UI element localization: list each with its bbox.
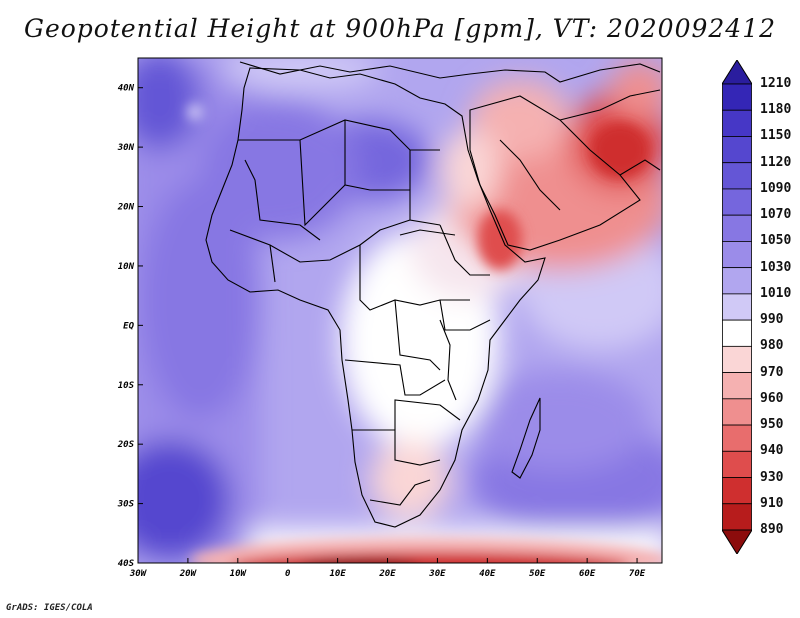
colorbar-label: 1180 — [760, 102, 792, 118]
colorbar-swatch — [722, 503, 752, 531]
colorbar-label: 890 — [760, 522, 784, 537]
colorbar-swatch — [722, 214, 752, 242]
lat-tick-label: EQ — [123, 321, 134, 331]
colorbar-min-arrow — [722, 529, 752, 554]
colorbar-swatch — [722, 267, 752, 295]
colorbar-label: 940 — [760, 443, 784, 459]
coastlines — [205, 61, 661, 528]
colorbar-swatch — [722, 293, 752, 321]
longitude-axis: 30W 20W 10W 0 10E 20E 30E 40E 50E 60E 70E — [129, 558, 646, 579]
lon-tick-label: 60E — [579, 569, 596, 579]
lat-tick-label: 30S — [117, 500, 135, 510]
lat-tick-label: 30N — [117, 143, 135, 153]
colorbar-label: 970 — [760, 364, 784, 380]
colorbar-label: 1030 — [760, 259, 792, 275]
grads-credit: GrADS: IGES/COLA — [6, 603, 93, 613]
colorbar — [722, 60, 752, 554]
colorbar-swatch — [722, 424, 752, 452]
colorbar-label: 1050 — [760, 233, 792, 249]
colorbar-swatch — [722, 319, 752, 347]
colorbar-swatch — [722, 345, 752, 373]
colorbar-label: 990 — [760, 312, 784, 328]
colorbar-swatch — [722, 109, 752, 137]
colorbar-max-arrow — [722, 60, 752, 85]
lon-tick-label: 50E — [529, 569, 546, 579]
colorbar-swatch — [722, 162, 752, 190]
colorbar-label: 1210 — [760, 76, 792, 91]
colorbar-swatch — [722, 372, 752, 400]
colorbar-swatch — [722, 477, 752, 505]
lon-tick-label: 20E — [378, 569, 396, 579]
colorbar-label: 1010 — [760, 285, 792, 301]
colorbar-label: 980 — [760, 338, 784, 354]
lon-tick-label: 70E — [629, 569, 646, 579]
lat-tick-label: 40S — [118, 559, 135, 569]
lon-tick-label: 10W — [230, 569, 248, 579]
latitude-axis: 40N 30N 20N 10N EQ 10S 20S 30S 40S — [117, 84, 143, 569]
map-frame — [137, 57, 663, 564]
lon-tick-label: 0 — [285, 569, 291, 579]
colorbar-label: 960 — [760, 390, 784, 406]
lat-tick-label: 10N — [118, 262, 135, 272]
colorbar-label: 1090 — [760, 180, 792, 196]
colorbar-swatch — [722, 136, 752, 164]
lon-tick-label: 10E — [329, 569, 346, 579]
colorbar-swatch — [722, 83, 752, 111]
colorbar-label: 930 — [760, 469, 784, 485]
lat-tick-label: 20S — [117, 440, 135, 450]
lon-tick-label: 30E — [428, 569, 446, 579]
colorbar-swatch — [722, 188, 752, 216]
lon-tick-label: 30W — [129, 569, 148, 579]
colorbar-label: 1150 — [760, 128, 792, 144]
lat-tick-label: 40N — [118, 84, 135, 94]
colorbar-label: 910 — [760, 495, 784, 511]
colorbar-label: 1070 — [760, 207, 792, 223]
colorbar-swatch — [722, 241, 752, 269]
height-field — [138, 58, 662, 563]
lon-tick-label: 20W — [179, 569, 198, 579]
lon-tick-label: 40E — [479, 569, 496, 579]
colorbar-label: 1120 — [760, 154, 792, 170]
lat-tick-label: 20N — [117, 203, 135, 213]
colorbar-label: 950 — [760, 417, 784, 433]
colorbar-swatch — [722, 450, 752, 478]
lat-tick-label: 10S — [118, 381, 135, 391]
map-title: Geopotential Height at 900hPa [gpm], VT:… — [23, 14, 777, 43]
colorbar-swatch — [722, 398, 752, 426]
